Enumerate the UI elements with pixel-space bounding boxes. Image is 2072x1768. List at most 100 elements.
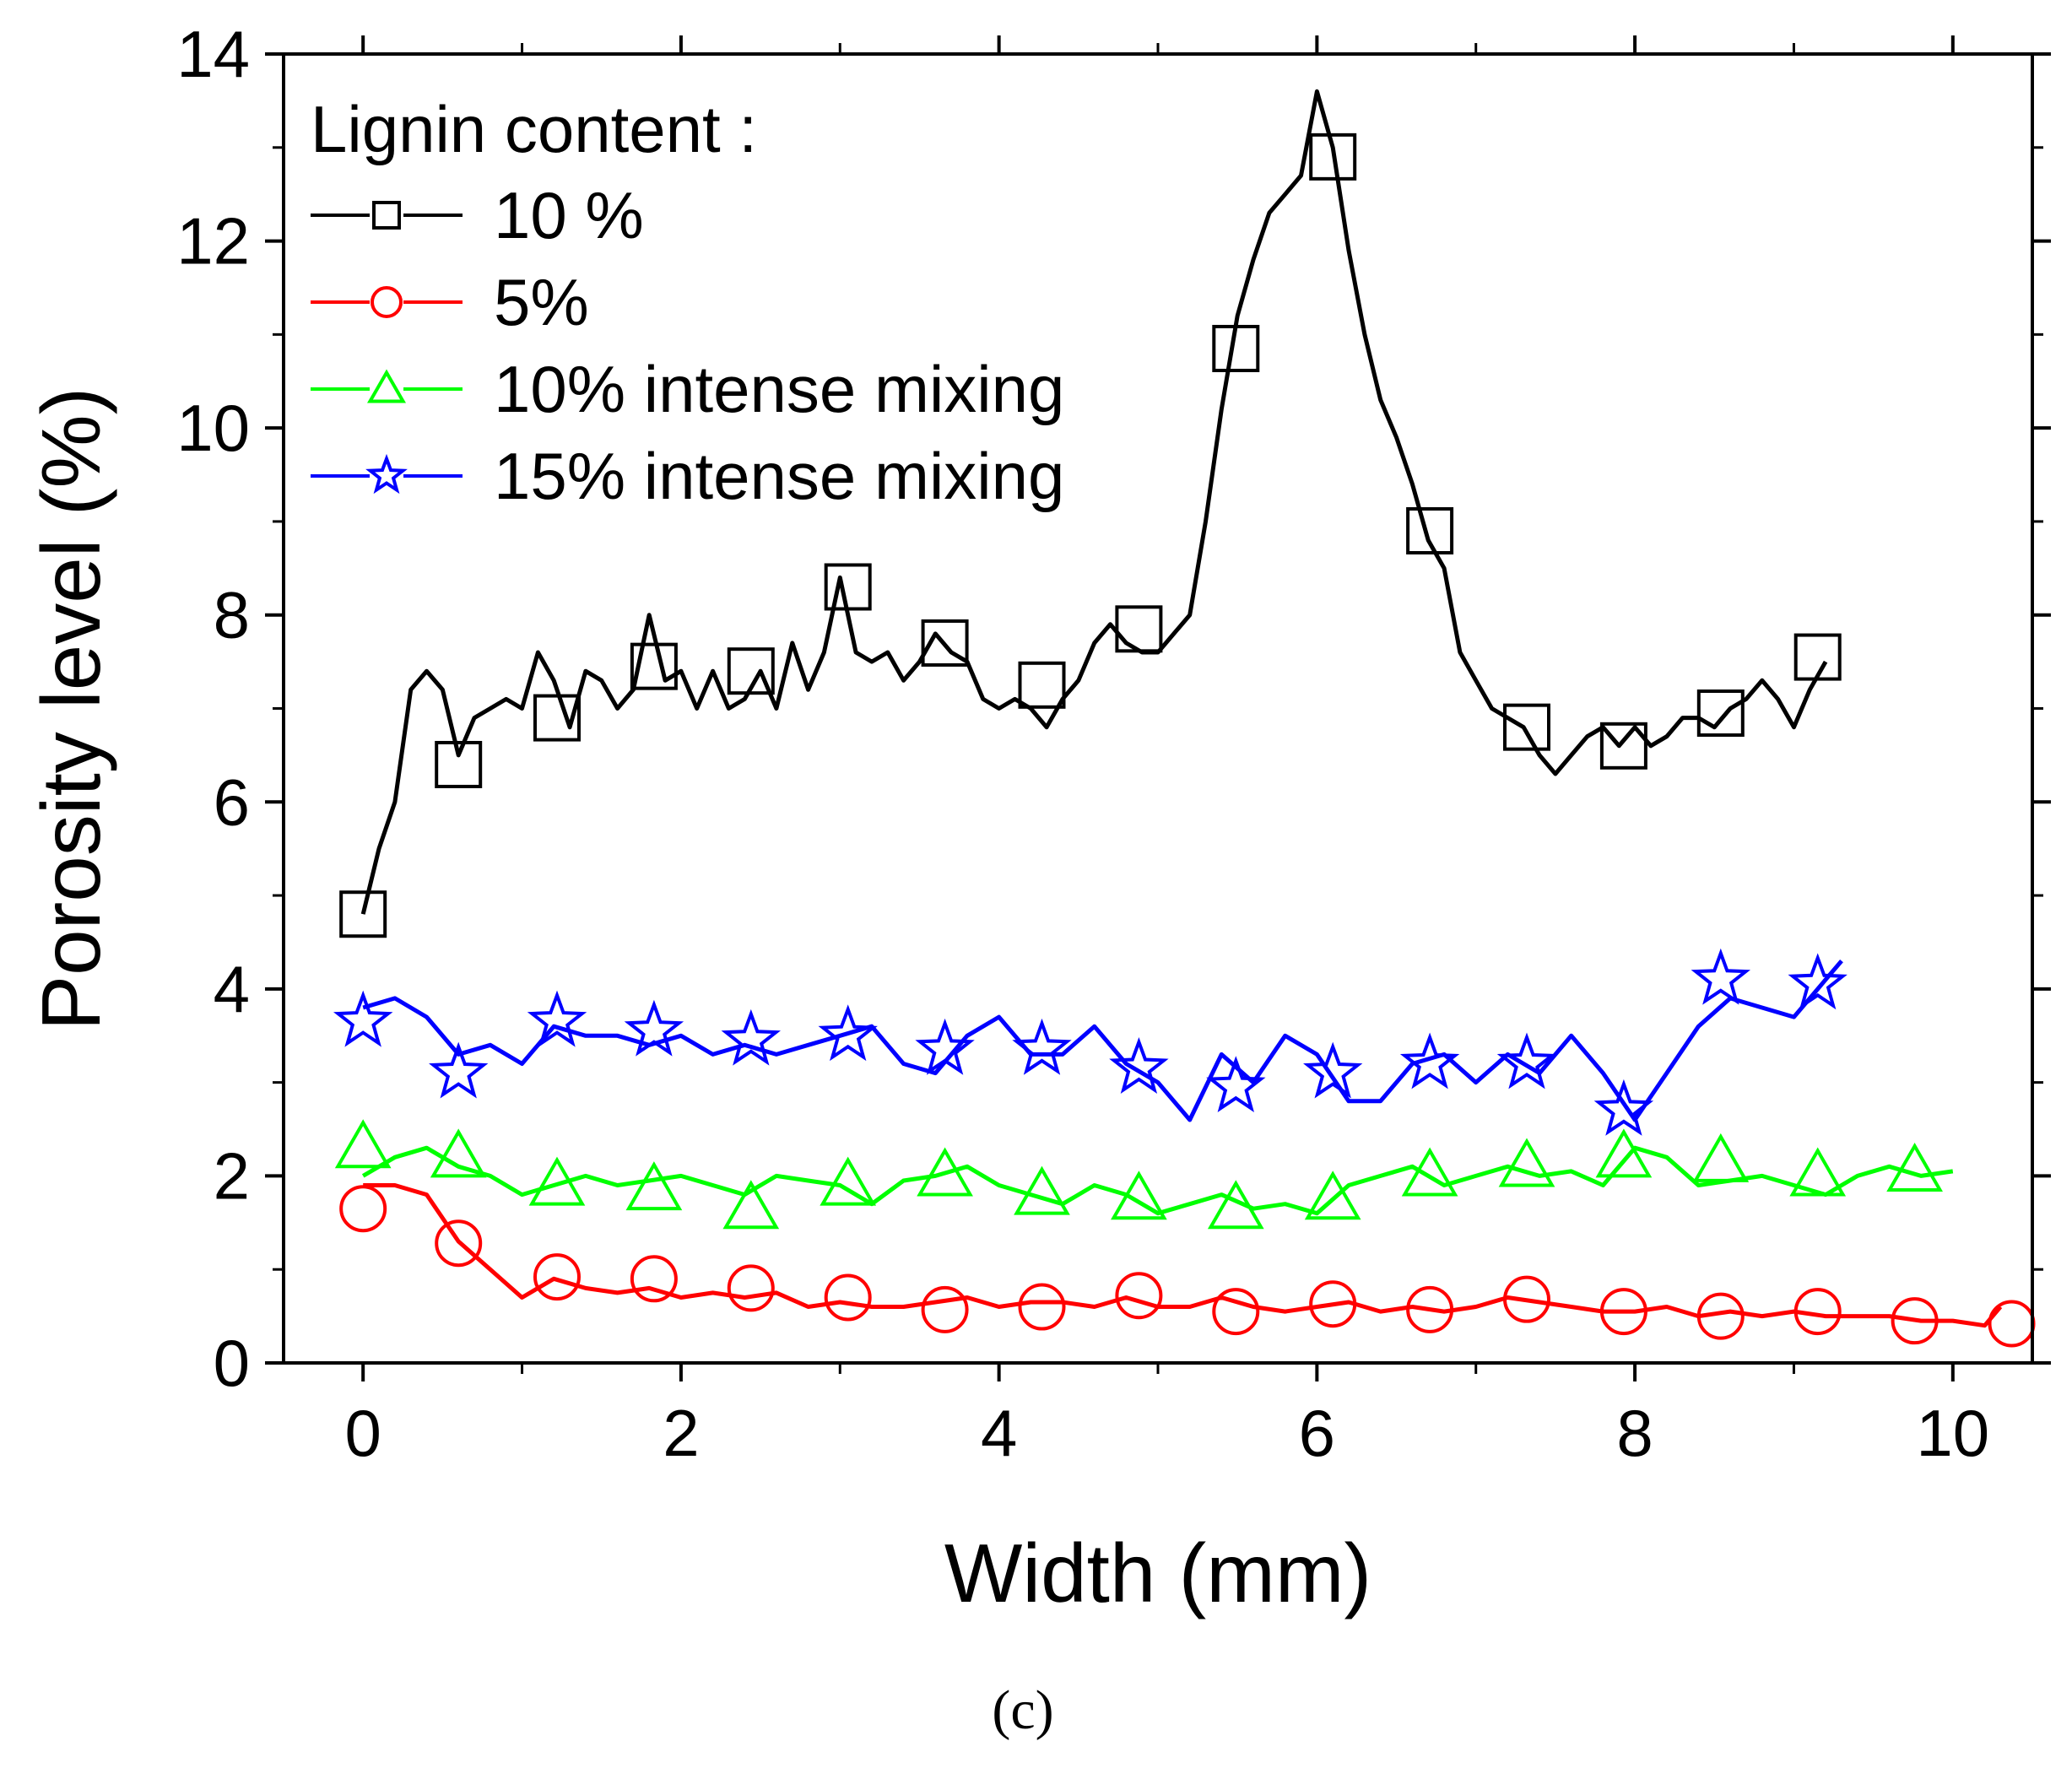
data-point-1-6: [921, 1285, 969, 1333]
data-point-1-15: [1793, 1288, 1842, 1336]
data-point-0-7: [1018, 661, 1066, 709]
data-point-2-1: [430, 1128, 487, 1178]
data-point-0-12: [1503, 703, 1551, 751]
data-point-2-4: [722, 1180, 780, 1230]
data-point-3-10: [1303, 1041, 1363, 1099]
data-point-2-6: [917, 1147, 973, 1197]
y-tick-label: 10: [176, 391, 250, 465]
y-tick-label: 6: [214, 765, 250, 839]
data-point-2-5: [820, 1156, 877, 1206]
data-point-1-14: [1696, 1292, 1745, 1340]
data-point-2-2: [528, 1156, 586, 1206]
data-point-0-9: [1212, 324, 1260, 372]
data-point-3-3: [624, 999, 684, 1057]
legend-marker-3: [365, 453, 408, 495]
data-point-3-6: [915, 1018, 975, 1075]
data-point-3-9: [1206, 1056, 1266, 1113]
data-point-0-13: [1599, 722, 1647, 770]
data-point-1-5: [824, 1273, 872, 1322]
data-point-0-5: [824, 563, 872, 611]
x-tick-label: 4: [981, 1396, 1017, 1470]
data-point-2-8: [1111, 1171, 1167, 1220]
data-point-0-11: [1406, 507, 1454, 555]
data-point-1-12: [1503, 1275, 1551, 1323]
data-point-2-3: [625, 1161, 683, 1211]
data-point-1-4: [727, 1264, 775, 1312]
data-point-3-11: [1399, 1032, 1460, 1089]
data-point-3-4: [721, 1008, 781, 1066]
data-point-3-5: [818, 1004, 878, 1062]
data-point-2-7: [1014, 1165, 1070, 1215]
x-tick-label: 2: [663, 1396, 699, 1470]
legend-label-2: 10% intense mixing: [494, 352, 1064, 426]
data-point-1-13: [1599, 1288, 1647, 1336]
data-point-1-11: [1406, 1285, 1454, 1333]
legend: Lignin content : 10 % 5% 10% intense mixin…: [311, 92, 1064, 513]
data-point-2-16: [1886, 1142, 1943, 1192]
series-line-3: [362, 959, 1843, 1122]
data-point-2-13: [1595, 1128, 1653, 1178]
x-tick-label: 6: [1299, 1396, 1335, 1470]
data-point-0-2: [533, 694, 581, 742]
data-point-0-4: [727, 647, 775, 695]
data-point-0-0: [339, 890, 387, 938]
y-tick-label: 2: [214, 1138, 250, 1213]
data-point-1-2: [533, 1253, 581, 1301]
legend-marker-0: [372, 201, 401, 230]
data-point-1-10: [1309, 1280, 1357, 1328]
data-point-3-15: [1788, 953, 1847, 1010]
data-point-3-14: [1691, 948, 1750, 1005]
x-tick-label: 10: [1916, 1396, 1989, 1470]
data-point-0-10: [1309, 132, 1357, 181]
y-tick-label: 14: [176, 17, 250, 91]
legend-title: Lignin content :: [311, 92, 757, 166]
marker-layer: [333, 132, 2036, 1348]
legend-label-1: 5%: [494, 265, 589, 339]
data-point-2-9: [1207, 1180, 1264, 1230]
series-line-0: [360, 89, 1828, 915]
legend-marker-2: [366, 369, 407, 403]
series-line-2: [361, 1145, 1954, 1216]
y-tick-label: 4: [214, 952, 250, 1026]
y-axis-title: Porosity level (%): [24, 387, 117, 1030]
data-point-2-11: [1401, 1147, 1458, 1197]
x-tick-label: 0: [344, 1396, 381, 1470]
data-point-3-1: [429, 1041, 489, 1099]
data-point-2-14: [1692, 1133, 1750, 1182]
data-point-3-0: [333, 990, 393, 1047]
data-point-2-15: [1789, 1147, 1847, 1197]
data-point-2-12: [1498, 1138, 1555, 1187]
data-point-1-1: [435, 1219, 483, 1268]
data-point-3-7: [1012, 1018, 1072, 1075]
legend-label-3: 15% intense mixing: [494, 439, 1064, 513]
x-tick-label: 8: [1616, 1396, 1653, 1470]
data-point-0-1: [435, 740, 483, 788]
data-point-1-3: [630, 1255, 678, 1303]
data-point-1-7: [1018, 1283, 1066, 1331]
data-point-1-9: [1212, 1288, 1260, 1336]
data-point-3-12: [1496, 1032, 1557, 1089]
legend-marker-1: [371, 286, 403, 318]
data-point-1-8: [1115, 1272, 1163, 1320]
data-point-1-0: [339, 1185, 387, 1233]
data-point-3-13: [1593, 1079, 1654, 1136]
x-axis-title: Width (mm): [944, 1527, 1371, 1619]
data-point-0-3: [630, 642, 678, 690]
data-point-2-10: [1304, 1171, 1361, 1220]
data-point-2-0: [334, 1119, 392, 1169]
data-point-0-8: [1115, 605, 1163, 653]
data-point-3-8: [1109, 1036, 1169, 1094]
legend-label-0: 10 %: [494, 178, 644, 252]
figure-caption: (c): [992, 1679, 1053, 1741]
data-point-1-16: [1891, 1297, 1939, 1345]
tick-layer: 0 2 4 6 8 10 0 2 4 6 8 10 12 14: [176, 17, 2051, 1470]
data-point-0-15: [1793, 633, 1842, 681]
data-point-0-14: [1696, 689, 1745, 738]
y-tick-label: 0: [214, 1326, 250, 1400]
data-point-0-6: [921, 619, 969, 667]
data-point-3-2: [527, 990, 587, 1047]
y-tick-label: 8: [214, 578, 250, 652]
y-tick-label: 12: [176, 204, 250, 278]
